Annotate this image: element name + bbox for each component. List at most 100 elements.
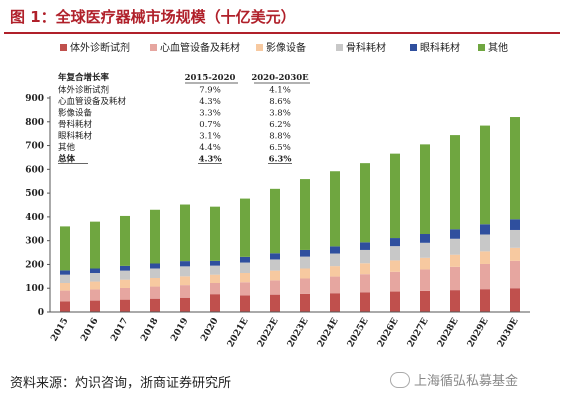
bar-segment [60, 270, 70, 275]
bar-segment [450, 238, 460, 255]
x-tick-label: 2030E [496, 316, 521, 349]
bar-segment [510, 219, 520, 230]
bar-segment [210, 206, 220, 261]
bar-segment [90, 300, 100, 312]
x-tick-label: 2024E [316, 316, 341, 349]
bar-segment [150, 286, 160, 299]
table-cell: 0.7% [199, 120, 221, 130]
legend-swatch [410, 44, 417, 51]
x-tick-label: 2029E [466, 316, 491, 349]
bar-segment [360, 242, 370, 250]
bar-segment [60, 226, 70, 271]
table-cell: 心血管设备及耗材 [58, 96, 127, 107]
legend-label: 骨科耗材 [346, 41, 386, 54]
legend-swatch [150, 44, 157, 51]
bar-segment [390, 153, 400, 239]
x-tick-label: 2027E [406, 316, 431, 349]
bar-segment [150, 298, 160, 312]
bar-segment [480, 234, 490, 252]
table-cell: 6.3% [269, 155, 292, 165]
bar-segment [510, 260, 520, 289]
bar-segment [180, 276, 190, 286]
x-tick-label: 2018 [139, 317, 160, 344]
table-cell: 3.3% [199, 109, 221, 119]
bar-segment [330, 293, 340, 312]
bar-segment [240, 273, 250, 283]
source-note: 资料来源：灼识咨询，浙商证券研究所 [10, 376, 232, 391]
bar-segment [360, 249, 370, 264]
table-cell: 3.8% [269, 109, 291, 119]
bar-segment [210, 294, 220, 312]
x-tick-label: 2015 [49, 317, 70, 344]
bar-segment [90, 221, 100, 269]
x-tick-label: 2026E [376, 316, 401, 349]
x-tick-label: 2028E [436, 316, 461, 349]
table-cell: 3.1% [199, 132, 221, 142]
table-cell: 4.3% [199, 155, 222, 165]
bar-segment [210, 274, 220, 283]
x-tick-label: 2022E [256, 316, 281, 349]
bar-segment [330, 246, 340, 254]
legend-label: 影像设备 [266, 41, 306, 54]
x-axis: 2015 2016 2017 2018 2019 2020 2021E 2022E 2023E 2… [49, 311, 530, 349]
bar-segment [270, 253, 280, 260]
bar-segment [510, 229, 520, 248]
bar-segment [120, 279, 130, 288]
table-cell: 其他 [58, 142, 76, 153]
bar-segment [300, 179, 310, 250]
cagr-table: 年复合增长率 2015-2020 2020-2030E 体外诊断试剂 7.9% 4.1% 心… [58, 72, 310, 165]
bar-segment [120, 299, 130, 312]
bar-segment [420, 242, 430, 258]
bar-segment [60, 301, 70, 312]
bar-segment [510, 288, 520, 312]
y-tick-label: 400 [25, 213, 44, 223]
table-cell: 总体 [58, 154, 76, 165]
table-cell: 8.8% [269, 132, 291, 142]
bar-segment [60, 282, 70, 291]
y-tick-label: 500 [25, 189, 44, 199]
bar-segment [120, 265, 130, 271]
bar-segment [330, 276, 340, 294]
table-cell: 4.3% [199, 97, 221, 107]
bar-segment [90, 289, 100, 301]
bar-segment [450, 229, 460, 239]
bar-segment [360, 274, 370, 293]
bar-segment [510, 247, 520, 261]
table-header-cell: 2015-2020 [185, 73, 236, 83]
y-tick-label: 800 [25, 118, 44, 128]
watermark: 上海循弘私募基金 [414, 374, 519, 389]
bar-segment [480, 224, 490, 235]
bar-segment [210, 265, 220, 275]
table-cell: 体外诊断试剂 [58, 85, 109, 96]
bar-segment [210, 260, 220, 266]
bar-segment [300, 249, 310, 257]
bar-segment [150, 277, 160, 287]
legend-label: 体外诊断试剂 [70, 41, 130, 54]
bar-segment [420, 144, 430, 235]
y-axis: 0 100 200 300 400 500 600 700 800 900 [25, 94, 51, 318]
chart-title: 图 1：全球医疗器械市场规模（十亿美元） [10, 8, 296, 26]
bar-segment [360, 263, 370, 275]
bar-segment [270, 188, 280, 254]
bar-segment [330, 266, 340, 277]
bars [60, 117, 520, 312]
legend-swatch [336, 44, 343, 51]
x-tick-label: 2017 [109, 317, 130, 344]
bar-segment [300, 293, 310, 312]
bar-segment [120, 287, 130, 300]
bar-segment [390, 238, 400, 247]
bar-segment [450, 135, 460, 230]
bar-segment [270, 294, 280, 312]
bar-segment [390, 260, 400, 272]
bar-segment [90, 281, 100, 290]
bar-segment [150, 268, 160, 278]
bar-segment [330, 253, 340, 267]
bar-segment [450, 254, 460, 267]
bar-segment [240, 256, 250, 263]
bar-segment [480, 125, 490, 225]
bar-segment [240, 262, 250, 274]
table-cell: 骨科耗材 [58, 119, 93, 130]
bar-segment [120, 270, 130, 280]
bar-segment [450, 266, 460, 291]
bar-segment [180, 261, 190, 267]
